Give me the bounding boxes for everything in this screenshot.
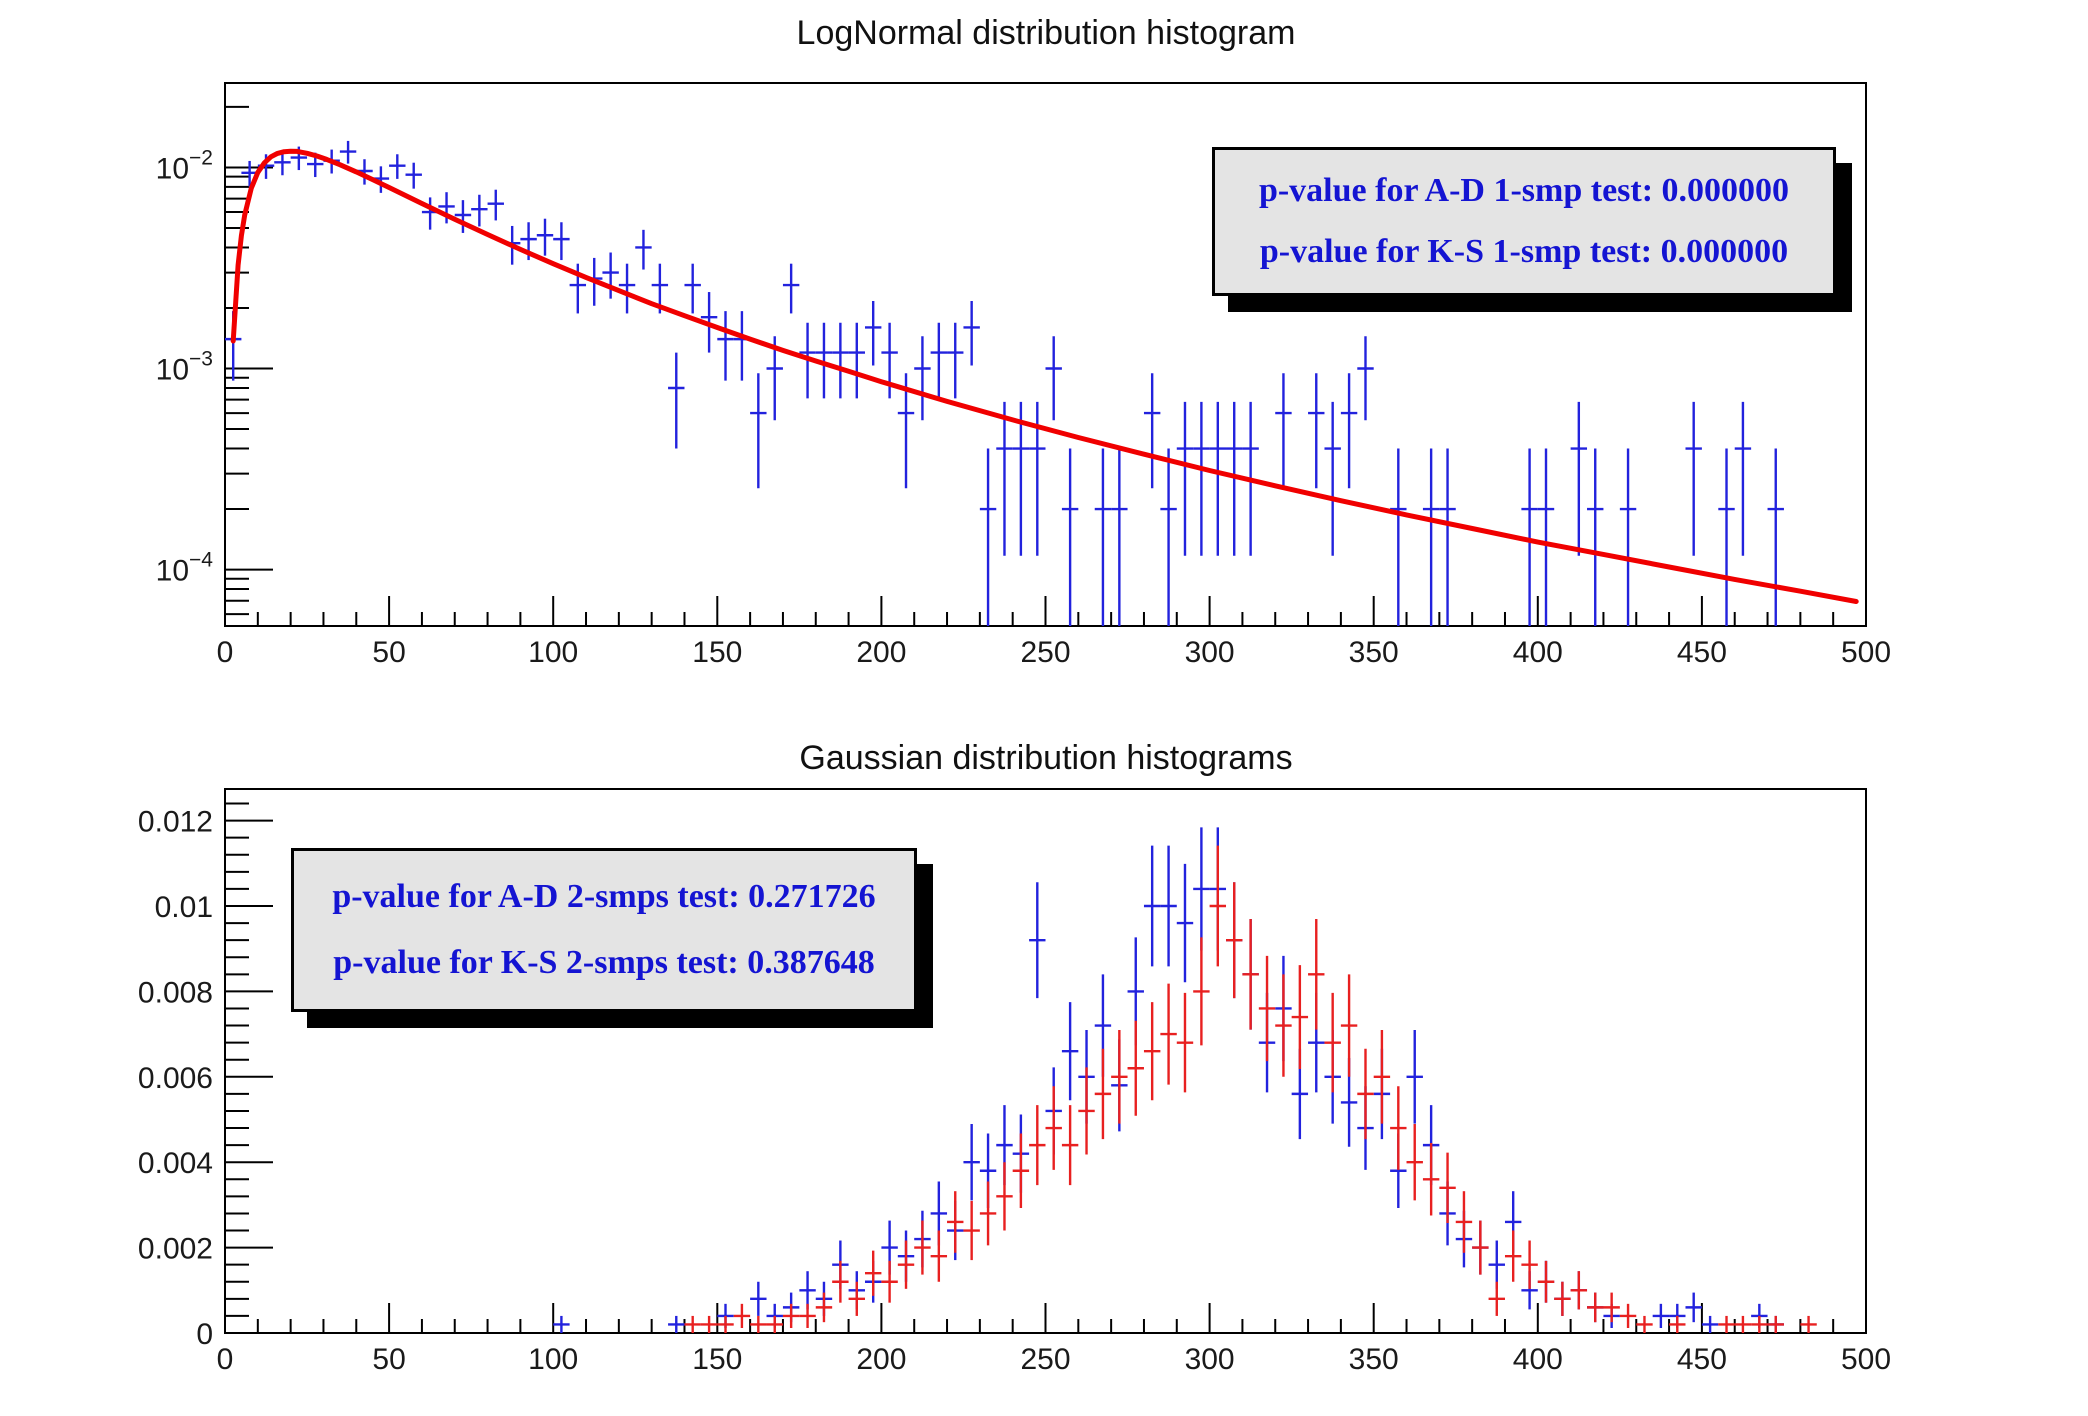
gaussian-sample-2 [684, 845, 1817, 1333]
lognormal-y-axis: 10−2 10−3 10−4 [156, 105, 273, 616]
svg-text:300: 300 [1185, 1343, 1235, 1376]
gaussian-frame [224, 788, 1867, 1334]
svg-text:50: 50 [372, 636, 405, 669]
svg-text:0.01: 0.01 [155, 891, 213, 924]
svg-text:100: 100 [528, 1343, 578, 1376]
svg-text:150: 150 [692, 636, 742, 669]
stat-line-ad-1smp: p-value for A-D 1-smp test: 0.000000 [1258, 172, 1790, 210]
lognormal-sample [225, 140, 1784, 626]
svg-text:250: 250 [1020, 636, 1070, 669]
svg-text:50: 50 [372, 1343, 405, 1376]
svg-text:100: 100 [528, 636, 578, 669]
lognormal-chart: 0 50 100 150 200 250 300 350 400 450 50010−210−310… [156, 82, 1891, 669]
svg-text:450: 450 [1677, 636, 1727, 669]
gaussian-x-axis: 0 50 100 150 200 250 300 350 400 450 500 [217, 1303, 1891, 1376]
lognormal-fit-curve [230, 148, 1859, 604]
svg-text:0.012: 0.012 [138, 806, 213, 839]
svg-text:10−2: 10−2 [156, 146, 213, 185]
svg-text:200: 200 [856, 636, 906, 669]
gaussian-y-axis: 0 0.002 0.004 0.006 0.008 0.01 0.012 [138, 802, 273, 1351]
svg-text:0.006: 0.006 [138, 1062, 213, 1095]
svg-text:400: 400 [1513, 636, 1563, 669]
svg-text:450: 450 [1677, 1343, 1727, 1376]
gaussian-chart: 0 50 100 150 200 250 300 350 400 450 500 0 0.002 0.00… [138, 788, 1891, 1376]
svg-text:0.002: 0.002 [138, 1233, 213, 1266]
top-chart-title: LogNormal distribution histogram [796, 14, 1296, 52]
svg-text:0: 0 [217, 636, 234, 669]
svg-text:350: 350 [1349, 636, 1399, 669]
svg-text:500: 500 [1841, 636, 1891, 669]
svg-text:150: 150 [692, 1343, 742, 1376]
svg-text:0.004: 0.004 [138, 1147, 213, 1180]
svg-text:350: 350 [1349, 1343, 1399, 1376]
svg-text:500: 500 [1841, 1343, 1891, 1376]
svg-text:300: 300 [1185, 636, 1235, 669]
stat-line-ks-2smps: p-value for K-S 2-smps test: 0.387648 [333, 943, 875, 981]
svg-text:200: 200 [856, 1343, 906, 1376]
svg-text:0.008: 0.008 [138, 976, 213, 1009]
stat-line-ks-1smp: p-value for K-S 1-smp test: 0.000000 [1259, 232, 1789, 270]
bottom-stat-box: p-value for A-D 2-smps test: 0.271726 p-… [291, 848, 917, 1012]
svg-text:0: 0 [217, 1343, 234, 1376]
svg-text:400: 400 [1513, 1343, 1563, 1376]
bottom-chart-title: Gaussian distribution histograms [799, 739, 1293, 777]
svg-text:0: 0 [196, 1318, 213, 1351]
lognormal-frame [224, 82, 1867, 627]
svg-text:10−4: 10−4 [156, 549, 214, 588]
svg-text:250: 250 [1020, 1343, 1070, 1376]
svg-text:10−3: 10−3 [156, 348, 213, 387]
stat-line-ad-2smps: p-value for A-D 2-smps test: 0.271726 [332, 878, 876, 916]
top-stat-box: p-value for A-D 1-smp test: 0.000000 p-v… [1212, 147, 1836, 296]
lognormal-x-axis: 0 50 100 150 200 250 300 350 400 450 500 [217, 596, 1891, 669]
